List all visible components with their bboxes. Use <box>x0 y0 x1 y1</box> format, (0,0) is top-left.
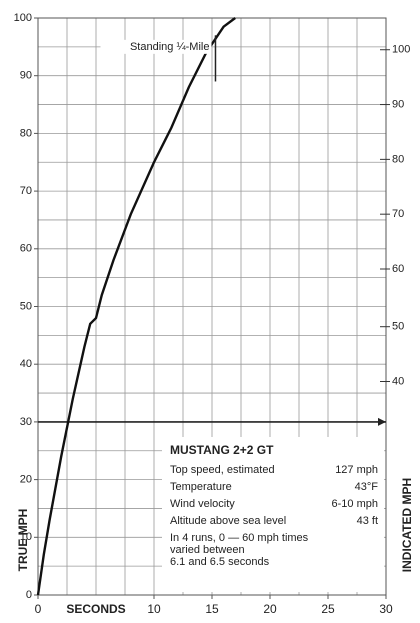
y-tick-label: 20 <box>20 474 32 486</box>
y2-tick-label: 60 <box>392 263 404 275</box>
info-box <box>162 437 384 592</box>
y2-tick-label: 80 <box>392 153 404 165</box>
y-tick-label: 90 <box>20 70 32 82</box>
label-bg <box>100 39 212 54</box>
info-label: Altitude above sea level <box>170 515 286 527</box>
x-tick-label: 0 <box>35 602 42 616</box>
y-axis-label: TRUE MPH <box>16 509 30 572</box>
info-label: Wind velocity <box>170 498 235 510</box>
info-value: 43°F <box>355 481 379 493</box>
info-value: 6-10 mph <box>332 498 378 510</box>
y-tick-label: 80 <box>20 127 32 139</box>
y2-tick-label: 40 <box>392 375 404 387</box>
y2-tick-label: 50 <box>392 321 404 333</box>
x-tick-label: 10 <box>147 602 161 616</box>
info-title: MUSTANG 2+2 GT <box>170 443 274 457</box>
info-value: 127 mph <box>335 464 378 476</box>
info-note: varied between <box>170 544 245 556</box>
y-tick-label: 70 <box>20 185 32 197</box>
info-value: 43 ft <box>357 515 378 527</box>
x-tick-label: 20 <box>263 602 277 616</box>
x-tick-label: 25 <box>321 602 335 616</box>
y-tick-label: 60 <box>20 243 32 255</box>
y-tick-label: 40 <box>20 358 32 370</box>
x-axis-label: SECONDS <box>66 602 125 616</box>
y2-tick-label: 100 <box>392 44 410 56</box>
info-note: In 4 runs, 0 — 60 mph times <box>170 532 309 544</box>
y-tick-label: 100 <box>14 12 32 24</box>
info-label: Temperature <box>170 481 232 493</box>
info-label: Top speed, estimated <box>170 464 275 476</box>
y2-tick-label: 70 <box>392 208 404 220</box>
y2-tick-label: 90 <box>392 98 404 110</box>
y2-axis-label: INDICATED MPH <box>400 478 414 572</box>
y-tick-label: 0 <box>26 589 32 601</box>
x-tick-label: 15 <box>205 602 219 616</box>
x-tick-label: 30 <box>379 602 393 616</box>
quarter-mile-label: Standing ¼-Mile <box>130 41 210 53</box>
reference-arrow <box>378 417 386 426</box>
info-note: 6.1 and 6.5 seconds <box>170 556 270 568</box>
accel-curve <box>36 17 236 596</box>
y-tick-label: 30 <box>20 416 32 428</box>
y-tick-label: 10 <box>20 531 32 543</box>
y-tick-label: 50 <box>20 300 32 312</box>
